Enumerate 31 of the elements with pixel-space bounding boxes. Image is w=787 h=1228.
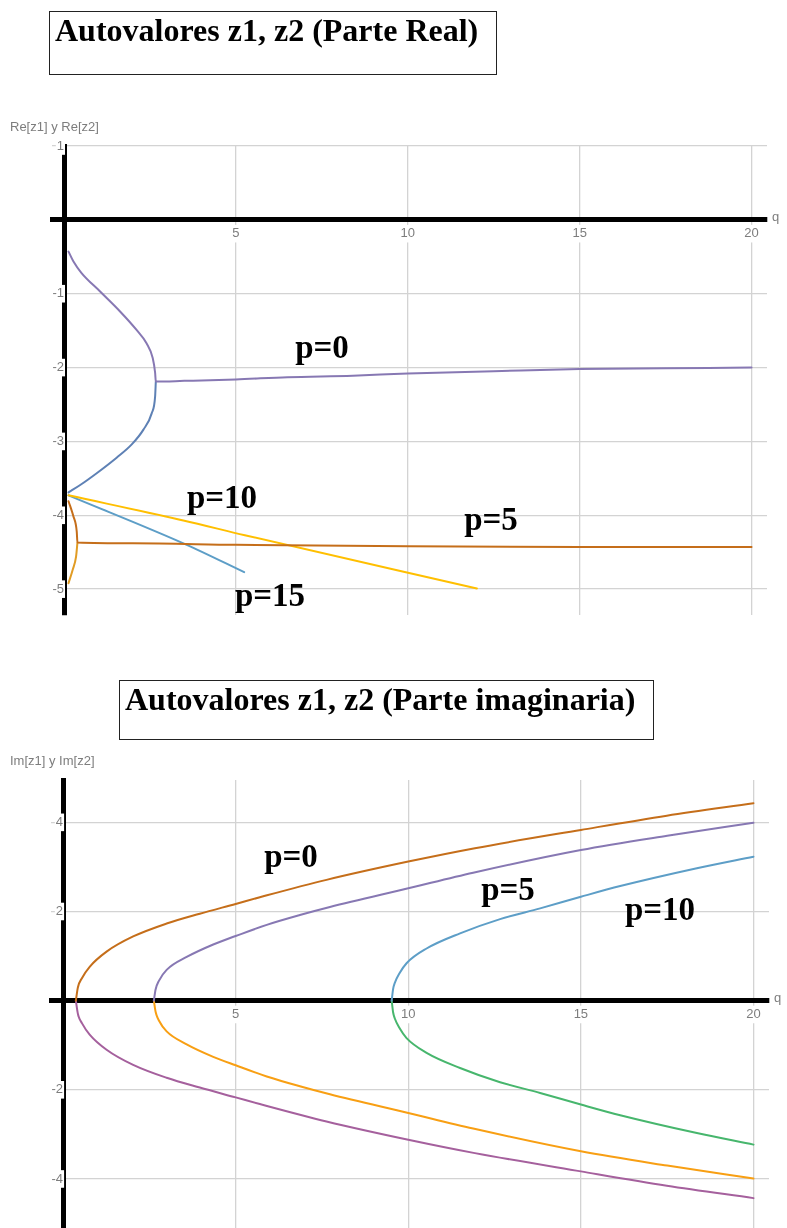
y-tick-label: -2 xyxy=(52,359,65,375)
x-tick-label: 5 xyxy=(232,1006,240,1022)
x-axis-title: q xyxy=(774,990,782,1006)
x-axis-title: q xyxy=(772,209,780,225)
y-tick-label: 2 xyxy=(55,903,64,919)
y-tick-label: -4 xyxy=(52,506,65,522)
y-tick-label: -3 xyxy=(52,433,65,449)
y-axis-title: Im[z1] y Im[z2] xyxy=(10,752,95,768)
x-tick-label: 10 xyxy=(401,1006,416,1022)
annotation: p=5 xyxy=(481,870,535,907)
y-tick-label: 4 xyxy=(55,813,64,829)
x-tick-label: 10 xyxy=(400,225,416,241)
y-tick-label: 1 xyxy=(56,137,65,153)
annotation: p=5 xyxy=(464,500,518,537)
annotation: p=10 xyxy=(624,890,696,927)
x-tick-label: 20 xyxy=(746,1006,761,1022)
annotation: p=0 xyxy=(295,328,349,365)
chart-title: Autovalores z1, z2 (Parte Real) xyxy=(49,11,498,75)
chart-title: Autovalores z1, z2 (Parte imaginaria) xyxy=(119,680,655,740)
y-axis-title: Re[z1] y Re[z2] xyxy=(10,118,99,134)
annotation: p=15 xyxy=(234,576,306,613)
x-tick-label: 5 xyxy=(232,225,240,241)
x-tick-label: 20 xyxy=(744,225,759,241)
y-tick-label: -1 xyxy=(52,285,65,301)
y-tick-label: -2 xyxy=(51,1081,64,1097)
annotation: p=0 xyxy=(264,837,318,874)
y-tick-label: -4 xyxy=(51,1170,64,1186)
annotation: p=10 xyxy=(186,478,258,515)
y-tick-label: -5 xyxy=(52,580,65,596)
x-tick-label: 15 xyxy=(573,1006,589,1022)
x-tick-label: 15 xyxy=(572,225,587,241)
